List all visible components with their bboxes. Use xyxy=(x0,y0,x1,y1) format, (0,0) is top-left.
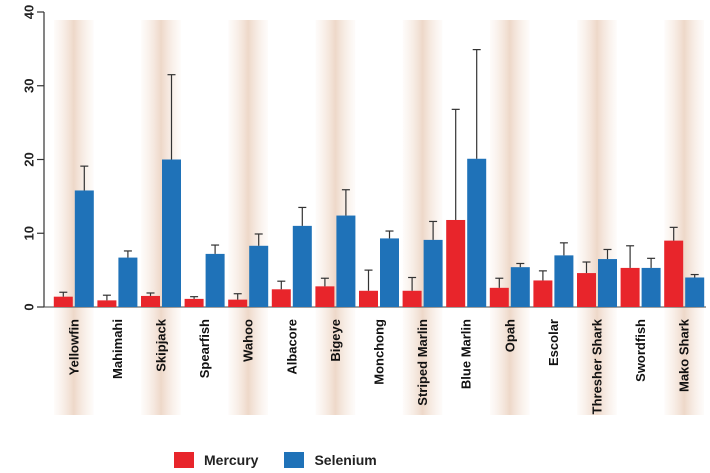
bar-selenium xyxy=(249,245,269,307)
bar-mercury xyxy=(315,286,335,307)
bar-mercury xyxy=(664,240,684,307)
bar-mercury xyxy=(184,298,204,307)
bar-selenium xyxy=(685,277,705,307)
y-tick-label: 0 xyxy=(22,303,37,310)
bar-selenium xyxy=(162,159,181,307)
x-tick-label: Yellowfin xyxy=(66,319,81,375)
x-tick-label: Bigeye xyxy=(328,319,343,362)
x-tick-label: Mahimahi xyxy=(110,319,125,379)
background-band xyxy=(490,20,530,415)
bar-mercury xyxy=(620,267,640,307)
bar-mercury xyxy=(359,290,378,307)
background-band xyxy=(577,20,617,415)
x-tick-label: Skipjack xyxy=(154,318,169,372)
bar-selenium xyxy=(598,259,617,307)
bar-selenium xyxy=(205,253,225,307)
legend-item-mercury: Mercury xyxy=(174,452,258,468)
background-band xyxy=(664,20,704,415)
bar-mercury xyxy=(577,273,596,307)
bar-selenium xyxy=(336,215,356,307)
x-tick-label: Mako Shark xyxy=(677,318,692,392)
y-tick-label: 10 xyxy=(22,226,37,240)
bar-mercury xyxy=(228,299,248,307)
x-tick-label: Spearfish xyxy=(197,319,212,378)
bar-mercury xyxy=(533,280,553,307)
bar-mercury xyxy=(53,296,73,307)
x-tick-label: Escolar xyxy=(546,319,561,366)
x-tick-label: Opah xyxy=(502,319,517,352)
bar-selenium xyxy=(554,255,574,307)
legend-label-mercury: Mercury xyxy=(204,452,259,468)
y-tick-label: 40 xyxy=(22,5,37,19)
x-axis-labels: Yellowfin Mahimahi Skipjack Spearfish Wahoo A… xyxy=(66,318,691,414)
legend-item-selenium: Selenium xyxy=(284,452,377,468)
legend: Mercury Selenium xyxy=(174,452,403,468)
bars xyxy=(53,49,705,307)
x-tick-label: Striped Marlin xyxy=(415,319,430,406)
x-tick-label: Swordfish xyxy=(633,319,648,382)
legend-swatch-selenium xyxy=(284,452,305,468)
bar-mercury xyxy=(271,289,291,307)
x-tick-label: Wahoo xyxy=(241,319,256,362)
bar-mercury xyxy=(141,295,160,307)
bar-selenium xyxy=(118,257,138,307)
y-tick-label: 20 xyxy=(22,152,37,166)
bar-mercury xyxy=(489,287,509,307)
bar-selenium xyxy=(641,267,661,307)
bar-selenium xyxy=(74,190,94,307)
background-band xyxy=(228,20,268,415)
x-tick-label: Albacore xyxy=(284,319,299,375)
x-tick-label: Blue Marlin xyxy=(459,319,474,389)
bar-selenium xyxy=(423,239,443,307)
bar-selenium xyxy=(292,225,312,307)
bar-selenium xyxy=(510,267,530,307)
bar-selenium xyxy=(380,238,399,307)
background-band xyxy=(402,20,443,415)
background-bands xyxy=(54,20,704,415)
y-tick-label: 30 xyxy=(22,79,37,93)
legend-label-selenium: Selenium xyxy=(314,452,377,468)
bar-mercury xyxy=(97,300,117,307)
bar-mercury xyxy=(446,219,466,307)
bar-selenium xyxy=(467,158,487,307)
legend-swatch-mercury xyxy=(174,452,194,468)
bar-mercury xyxy=(402,290,422,307)
x-tick-label: Thresher Shark xyxy=(590,318,605,414)
x-tick-label: Monchong xyxy=(372,319,387,385)
